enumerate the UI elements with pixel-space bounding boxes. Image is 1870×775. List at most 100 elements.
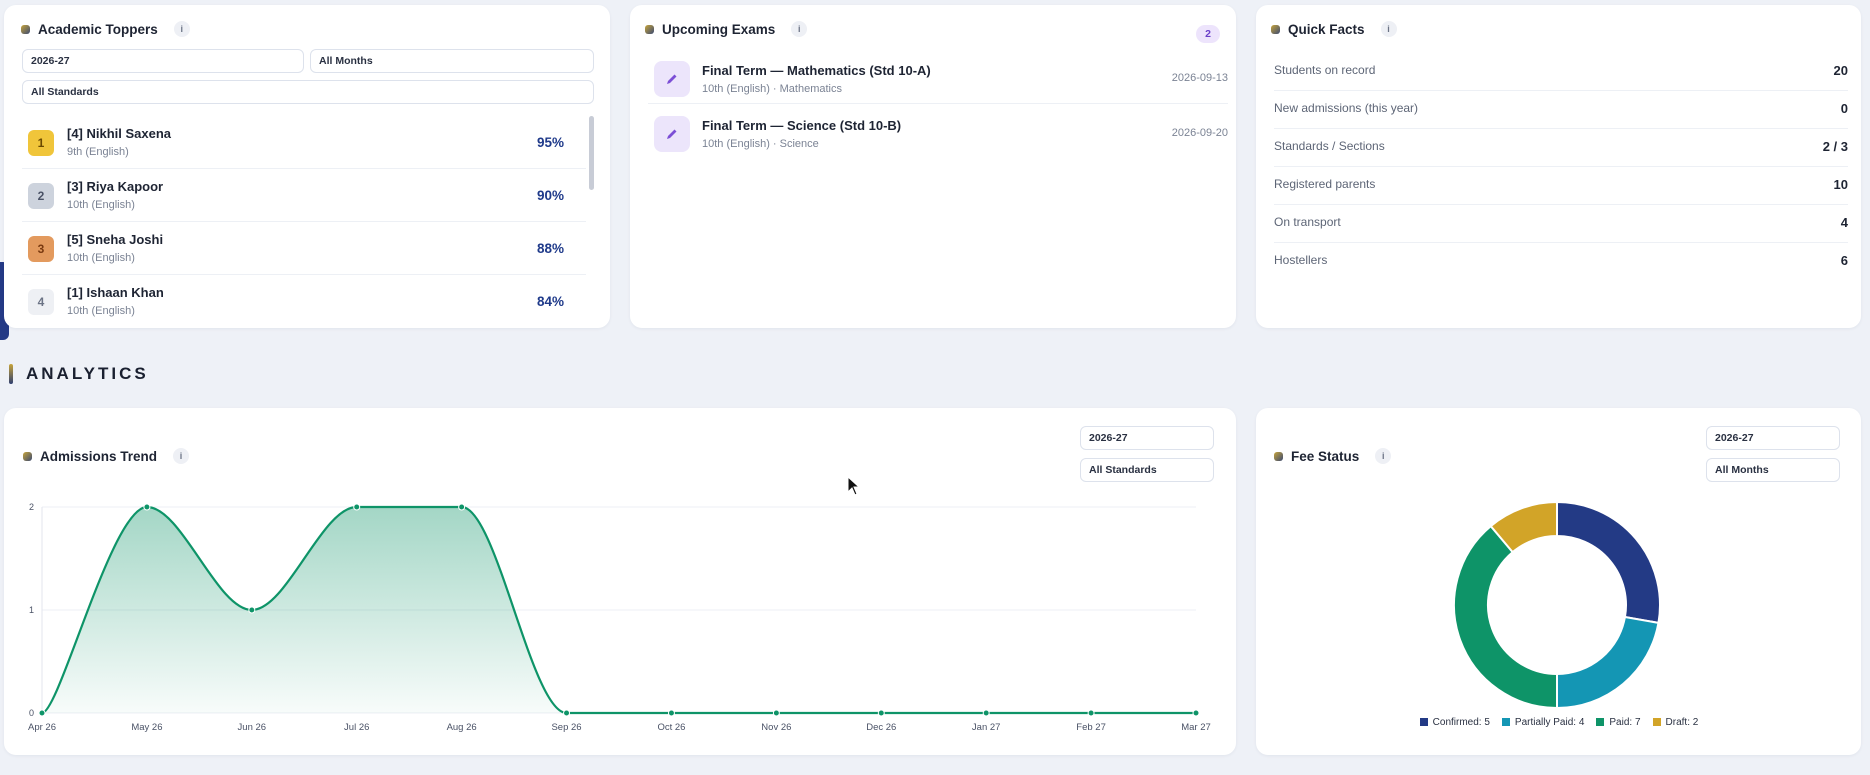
donut-slice-draft[interactable] (1489, 500, 1558, 554)
year-select[interactable]: 2026-27 (22, 49, 304, 73)
fee-status-card: Fee Status i 2026-27 All Months Confirme… (1256, 408, 1861, 755)
year-select[interactable]: 2026-27 (1706, 426, 1840, 450)
card-dot-icon (645, 24, 654, 34)
legend-item[interactable]: Partially Paid: 4 (1501, 717, 1584, 728)
x-tick-label: Dec 26 (866, 722, 896, 733)
exam-title: Final Term — Science (Std 10-B) (702, 118, 902, 133)
topper-row[interactable]: 4 [1] Ishaan Khan 10th (English) 84% (22, 275, 586, 323)
legend-item[interactable]: Paid: 7 (1596, 717, 1641, 728)
rank-badge: 3 (28, 236, 54, 262)
toppers-scrollbar[interactable] (589, 116, 594, 190)
donut-slice-paid[interactable] (1453, 524, 1558, 708)
section-heading: ANALYTICS (26, 364, 149, 383)
rank-badge: 4 (28, 289, 54, 315)
fact-value: 20 (1833, 63, 1848, 78)
card-title: Fee Status (1291, 448, 1360, 464)
data-point (1192, 709, 1200, 717)
x-tick-label: May 26 (131, 722, 162, 733)
fact-value: 10 (1833, 177, 1848, 192)
exam-subject: 10th (English) · Science (702, 138, 819, 150)
fact-label: Standards / Sections (1274, 139, 1385, 153)
data-point (458, 503, 466, 511)
info-icon[interactable]: i (173, 448, 190, 464)
topper-row[interactable]: 1 [4] Nikhil Saxena 9th (English) 95% (22, 116, 586, 169)
info-icon[interactable]: i (173, 21, 190, 37)
data-point (1087, 709, 1095, 717)
divider (648, 103, 1228, 104)
card-dot-icon (1271, 24, 1280, 34)
topper-percentage: 95% (536, 135, 564, 150)
y-tick-label: 2 (29, 502, 34, 512)
quick-facts-card: Quick Facts i Students on record 20 New ad… (1256, 5, 1861, 328)
fee-status-donut-chart (1453, 500, 1661, 708)
topper-standard: 10th (English) (67, 252, 135, 264)
exam-row[interactable]: Final Term — Mathematics (Std 10-A) 10th … (648, 61, 1228, 116)
fact-label: Hostellers (1274, 253, 1328, 267)
donut-slice-partially-paid[interactable] (1556, 615, 1660, 708)
topper-row[interactable]: 3 [5] Sneha Joshi 10th (English) 88% (22, 222, 586, 275)
academic-toppers-card: Academic Toppers i 2026-27 All Months Al… (4, 5, 610, 328)
card-dot-icon (1274, 451, 1283, 461)
fact-row: Hostellers 6 (1274, 243, 1848, 281)
info-icon[interactable]: i (791, 21, 808, 37)
topper-standard: 9th (English) (67, 146, 129, 158)
x-tick-label: Jul 26 (344, 722, 369, 733)
fact-value: 2 / 3 (1822, 139, 1848, 154)
donut-slice-confirmed[interactable] (1556, 500, 1661, 625)
info-icon[interactable]: i (1375, 448, 1392, 464)
mouse-cursor-icon (847, 476, 861, 496)
card-title: Upcoming Exams (662, 21, 776, 37)
exam-date: 2026-09-13 (1171, 72, 1228, 84)
info-icon[interactable]: i (1380, 21, 1397, 37)
topper-standard: 10th (English) (67, 199, 135, 211)
exam-count-badge: 2 (1196, 25, 1220, 43)
legend-label: Draft: 2 (1665, 717, 1699, 728)
topper-row[interactable]: 2 [3] Riya Kapoor 10th (English) 90% (22, 169, 586, 222)
legend-swatch (1501, 718, 1510, 726)
data-point (877, 709, 885, 717)
standard-select[interactable]: All Standards (22, 80, 594, 104)
topper-standard: 10th (English) (67, 305, 135, 317)
card-title: Admissions Trend (40, 448, 158, 464)
fact-value: 6 (1840, 253, 1848, 268)
data-point (772, 709, 780, 717)
exam-title: Final Term — Mathematics (Std 10-A) (702, 63, 931, 78)
topper-name: [3] Riya Kapoor (67, 179, 164, 194)
data-point (353, 503, 361, 511)
admissions-trend-chart: 0 1 2 Apr 26 May 26 Jun 26 Jul 26 Aug 26 Sep 26 O… (28, 502, 1211, 733)
legend-label: Paid: 7 (1609, 717, 1641, 728)
fact-row: New admissions (this year) 0 (1274, 91, 1848, 129)
fact-value: 0 (1840, 101, 1848, 116)
topper-percentage: 90% (536, 188, 564, 203)
fact-label: Students on record (1274, 63, 1376, 77)
card-title: Academic Toppers (38, 21, 158, 37)
area-fill (42, 507, 1196, 713)
fact-label: Registered parents (1274, 177, 1376, 191)
month-select[interactable]: All Months (310, 49, 594, 73)
topper-name: [1] Ishaan Khan (67, 285, 164, 300)
y-tick-label: 0 (29, 708, 34, 718)
data-point (143, 503, 151, 511)
standard-select[interactable]: All Standards (1080, 458, 1214, 482)
y-tick-label: 1 (29, 605, 34, 615)
admissions-trend-card: Admissions Trend i 2026-27 All Standards… (4, 408, 1236, 755)
toppers-list: 1 [4] Nikhil Saxena 9th (English) 95% 2 [3] R… (22, 116, 586, 323)
x-tick-label: Mar 27 (1181, 722, 1211, 733)
exam-row[interactable]: Final Term — Science (Std 10-B) 10th (Eng… (648, 116, 1228, 171)
x-tick-label: Apr 26 (28, 722, 56, 733)
fact-label: New admissions (this year) (1274, 101, 1419, 115)
x-tick-label: Nov 26 (761, 722, 791, 733)
legend-item[interactable]: Confirmed: 5 (1419, 717, 1490, 728)
rank-badge: 2 (28, 183, 54, 209)
year-select[interactable]: 2026-27 (1080, 426, 1214, 450)
upcoming-exams-card: Upcoming Exams i 2 Final Term — Mathemat… (630, 5, 1236, 328)
fact-row: Students on record 20 (1274, 53, 1848, 91)
data-point (667, 709, 675, 717)
month-select[interactable]: All Months (1706, 458, 1840, 482)
fact-label: On transport (1274, 215, 1341, 229)
legend-swatch (1596, 718, 1605, 726)
legend-item[interactable]: Draft: 2 (1652, 717, 1699, 728)
x-tick-label: Oct 26 (657, 722, 685, 733)
fact-value: 4 (1840, 215, 1848, 230)
data-point (563, 709, 571, 717)
